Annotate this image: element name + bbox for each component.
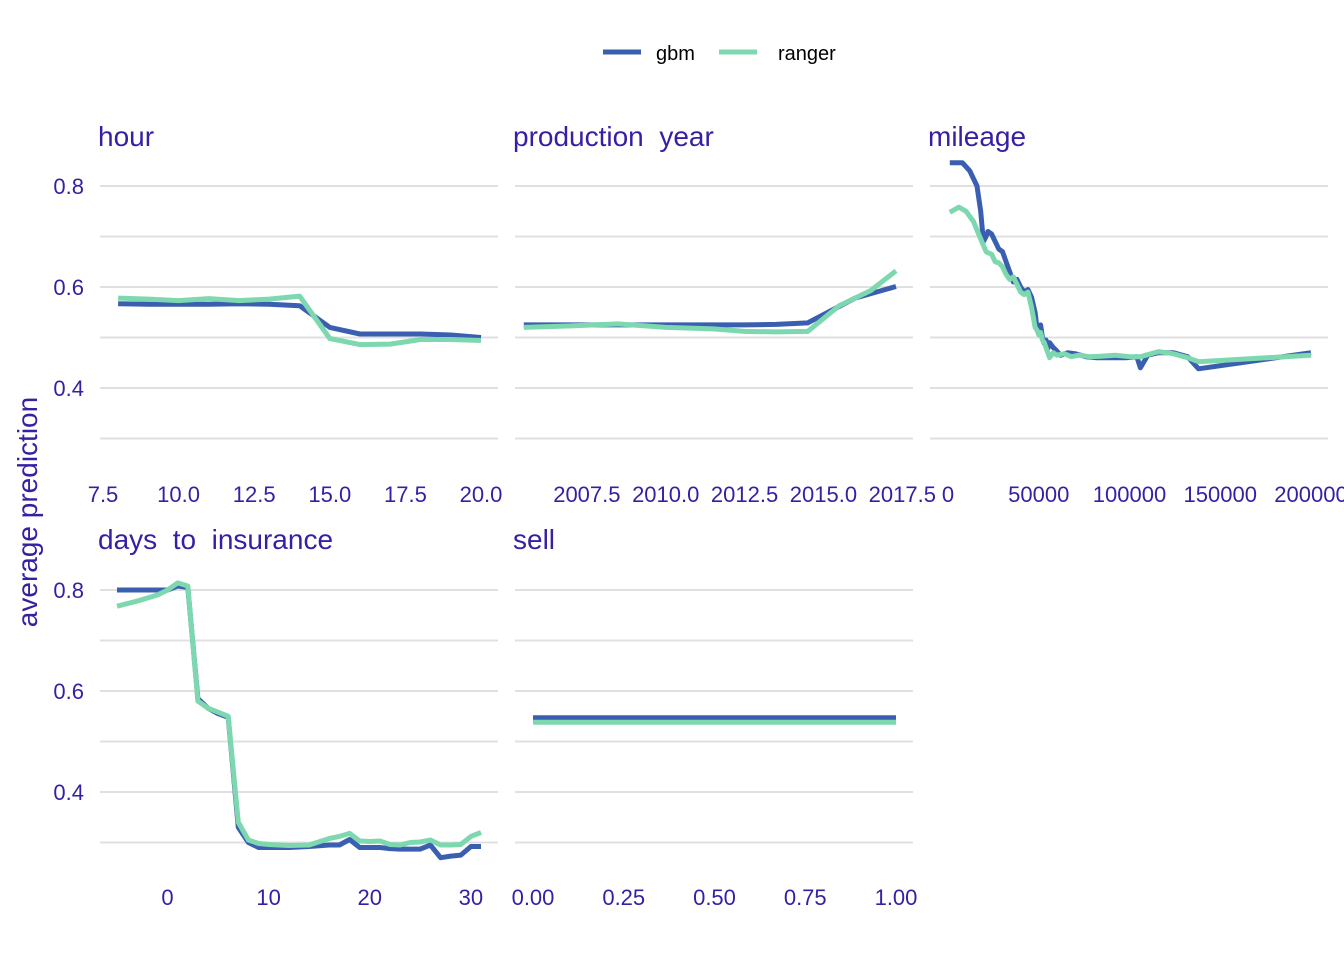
x-tick-label: 2010.0 bbox=[632, 482, 699, 507]
x-tick-label: 150000 bbox=[1184, 482, 1257, 507]
x-tick-label: 12.5 bbox=[233, 482, 276, 507]
series-line-ranger bbox=[948, 204, 1312, 365]
x-tick-label: 30 bbox=[459, 885, 483, 910]
y-tick-label: 0.4 bbox=[53, 780, 84, 805]
y-axis-label: average prediction bbox=[12, 397, 43, 627]
panel-title: hour bbox=[98, 121, 154, 152]
x-tick-label: 50000 bbox=[1008, 482, 1069, 507]
series-line-ranger bbox=[118, 293, 482, 348]
panel-0: hour 0.4 0.6 0.8 7.5 10.0 12.5 15.0 17.5 20.0 bbox=[53, 121, 502, 507]
x-tick-label: 17.5 bbox=[384, 482, 427, 507]
x-tick-label: 0 bbox=[161, 885, 173, 910]
y-tick-label: 0.8 bbox=[53, 174, 84, 199]
x-tick-label: 20 bbox=[358, 885, 382, 910]
x-tick-label: 2015.0 bbox=[790, 482, 857, 507]
series-line-gbm bbox=[117, 583, 481, 861]
panel-3: days to insurance 0.4 0.6 0.8 0 10 20 30 bbox=[53, 524, 498, 910]
x-tick-label: 1.00 bbox=[875, 885, 918, 910]
legend-label-ranger: ranger bbox=[778, 43, 836, 65]
x-tick-label: 0.25 bbox=[602, 885, 645, 910]
x-tick-label: 100000 bbox=[1093, 482, 1166, 507]
panel-title: days to insurance bbox=[98, 524, 333, 555]
x-tick-label: 10.0 bbox=[157, 482, 200, 507]
legend-label-gbm: gbm bbox=[656, 43, 695, 65]
x-tick-label: 0.00 bbox=[512, 885, 555, 910]
y-tick-label: 0.6 bbox=[53, 679, 84, 704]
panel-4: sell 0.00 0.25 0.50 0.75 1.00 bbox=[512, 524, 918, 910]
legend: gbm ranger bbox=[603, 43, 836, 65]
series-line-ranger bbox=[116, 580, 482, 848]
x-tick-label: 0.50 bbox=[693, 885, 736, 910]
x-tick-label: 0.75 bbox=[784, 885, 827, 910]
x-tick-label: 2007.5 bbox=[553, 482, 620, 507]
x-tick-label: 20.0 bbox=[460, 482, 503, 507]
x-tick-label: 2017.5 bbox=[869, 482, 936, 507]
series-line-gbm bbox=[118, 301, 482, 340]
panel-title: mileage bbox=[928, 121, 1026, 152]
y-tick-label: 0.4 bbox=[53, 376, 84, 401]
x-tick-label: 7.5 bbox=[88, 482, 119, 507]
y-tick-label: 0.6 bbox=[53, 275, 84, 300]
panel-title: sell bbox=[513, 524, 555, 555]
x-tick-label: 15.0 bbox=[308, 482, 351, 507]
x-tick-label: 0 bbox=[942, 482, 954, 507]
x-tick-label: 10 bbox=[256, 885, 280, 910]
series-line-ranger bbox=[523, 268, 898, 335]
y-tick-label: 0.8 bbox=[53, 578, 84, 603]
panel-title: production year bbox=[513, 121, 714, 152]
panels: hour 0.4 0.6 0.8 7.5 10.0 12.5 15.0 17.5 20.0 prod… bbox=[53, 121, 1344, 910]
panel-2: mileage 0 50000 100000 150000 200000 bbox=[928, 121, 1344, 507]
panel-1: production year 2007.5 2010.0 2012.5 2015.0 2… bbox=[513, 121, 936, 507]
x-tick-label: 200000 bbox=[1274, 482, 1344, 507]
x-tick-label: 2012.5 bbox=[711, 482, 778, 507]
